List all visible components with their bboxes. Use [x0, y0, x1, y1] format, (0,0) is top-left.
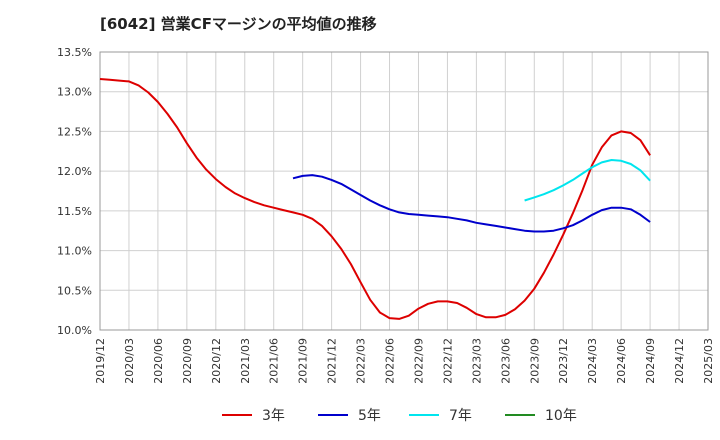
chart-title: [6042] 営業CFマージンの平均値の推移 [100, 15, 377, 33]
grid [99, 51, 709, 331]
legend-label: 5年 [358, 408, 381, 424]
axes [99, 51, 709, 331]
y-tick-label: 10.5% [57, 284, 92, 297]
legend-swatch [505, 414, 535, 416]
x-tick-label: 2025/03 [702, 338, 715, 384]
x-tick-label: 2019/12 [94, 338, 107, 384]
series-line-2 [524, 159, 651, 202]
x-tick-label: 2020/12 [210, 338, 223, 384]
x-tick-label: 2022/09 [412, 338, 425, 384]
x-tick-label: 2024/06 [615, 338, 628, 384]
legend-item: 3年 [222, 403, 285, 427]
y-tick-label: 13.0% [57, 86, 92, 99]
legend-item: 5年 [318, 403, 381, 427]
legend-swatch [409, 414, 439, 416]
x-tick-label: 2023/06 [499, 338, 512, 384]
series-line-0 [99, 78, 651, 320]
x-tick-label: 2024/03 [586, 338, 599, 384]
x-tick-label: 2021/03 [239, 338, 252, 384]
legend-label: 7年 [449, 408, 472, 424]
line-chart: 10.0% 10.5% 11.0% 11.5% 12.0% 12.5% 13.0% 13.5%… [57, 46, 715, 384]
legend-swatch [222, 414, 252, 416]
y-tick-label: 13.5% [57, 46, 92, 59]
x-tick-label: 2023/09 [528, 338, 541, 384]
x-tick-label: 2021/06 [268, 338, 281, 384]
series-lines [99, 78, 651, 320]
y-tick-labels: 10.0% 10.5% 11.0% 11.5% 12.0% 12.5% 13.0% 13.5% [57, 46, 92, 337]
y-tick-label: 12.0% [57, 165, 92, 178]
y-tick-label: 12.5% [57, 125, 92, 138]
x-tick-labels: 2019/12 2020/03 2020/06 2020/09 2020/12 2021/… [94, 338, 715, 384]
y-tick-label: 11.5% [57, 205, 92, 218]
legend-swatch [318, 414, 348, 416]
x-tick-label: 2023/03 [470, 338, 483, 384]
plot-area-border [99, 51, 709, 331]
x-tick-label: 2022/12 [441, 338, 454, 384]
x-tick-label: 2022/06 [384, 338, 397, 384]
x-tick-label: 2020/03 [123, 338, 136, 384]
x-tick-label: 2020/06 [152, 338, 165, 384]
x-tick-label: 2020/09 [181, 338, 194, 384]
x-tick-label: 2024/09 [644, 338, 657, 384]
legend-item: 7年 [409, 403, 472, 427]
x-tick-label: 2023/12 [557, 338, 570, 384]
series-line-1 [292, 174, 651, 233]
y-tick-label: 10.0% [57, 324, 92, 337]
x-tick-label: 2021/09 [297, 338, 310, 384]
legend: 3年 5年 7年 10年 [0, 403, 720, 427]
x-tick-label: 2024/12 [673, 338, 686, 384]
legend-label: 10年 [545, 408, 577, 424]
legend-item: 10年 [505, 403, 577, 427]
legend-label: 3年 [262, 408, 285, 424]
x-tick-label: 2021/12 [326, 338, 339, 384]
y-tick-label: 11.0% [57, 245, 92, 258]
x-tick-label: 2022/03 [355, 338, 368, 384]
